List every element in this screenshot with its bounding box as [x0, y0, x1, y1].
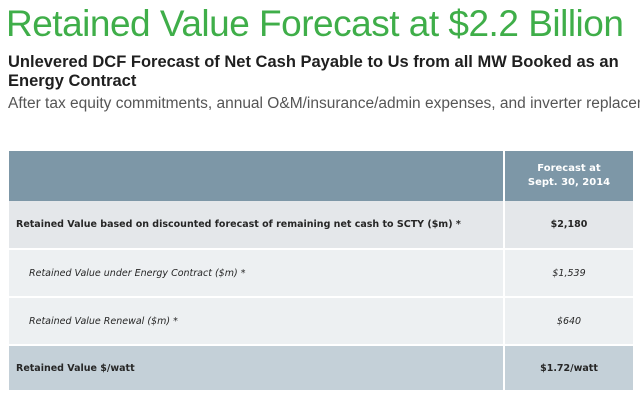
page-caption: After tax equity commitments, annual O&M… [8, 95, 640, 112]
row-label: Retained Value based on discounted forec… [9, 201, 505, 250]
header-forecast-date: Forecast at Sept. 30, 2014 [504, 151, 633, 201]
table-row: Retained Value based on discounted forec… [9, 201, 633, 250]
table-header-row: Forecast at Sept. 30, 2014 [9, 151, 633, 201]
header-label-cell [9, 151, 505, 201]
table-row: Retained Value under Energy Contract ($m… [9, 249, 633, 298]
page-title: Retained Value Forecast at $2.2 Billion [6, 3, 624, 44]
row-value: $640 [504, 297, 633, 346]
row-value: $1.72/watt [504, 345, 633, 392]
row-label: Retained Value under Energy Contract ($m… [9, 249, 505, 298]
table-row: Retained Value Renewal ($m) * $640 [9, 297, 633, 346]
header-forecast-line2: Sept. 30, 2014 [527, 177, 611, 188]
row-value: $2,180 [504, 201, 633, 250]
row-label: Retained Value Renewal ($m) * [9, 297, 505, 346]
row-value: $1,539 [504, 249, 633, 298]
header-forecast-line1: Forecast at [537, 163, 601, 174]
table-row-total: Retained Value $/watt $1.72/watt [9, 345, 633, 392]
page-subtitle: Unlevered DCF Forecast of Net Cash Payab… [8, 53, 619, 90]
forecast-table: Forecast at Sept. 30, 2014 Retained Valu… [9, 151, 633, 392]
row-label: Retained Value $/watt [9, 345, 505, 392]
